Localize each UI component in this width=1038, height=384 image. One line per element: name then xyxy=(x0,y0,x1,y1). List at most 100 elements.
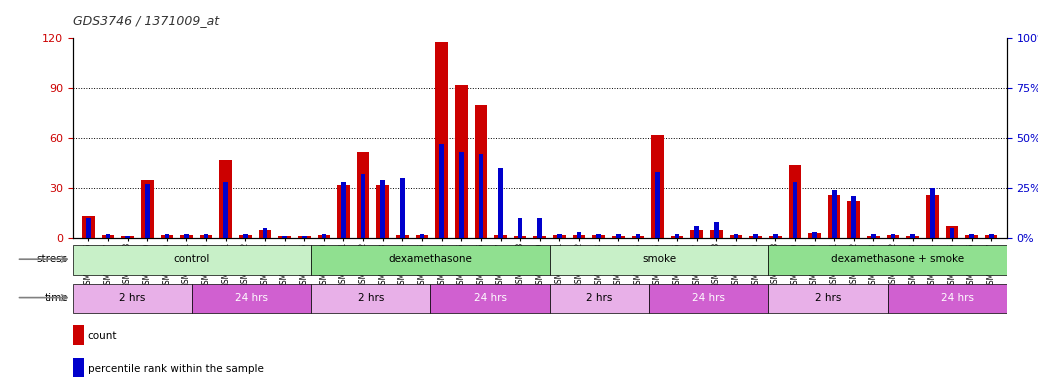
Bar xyxy=(106,234,110,238)
Text: 24 hrs: 24 hrs xyxy=(473,293,507,303)
Bar xyxy=(926,195,938,238)
Text: 2 hrs: 2 hrs xyxy=(358,293,384,303)
Text: dexamethasone + smoke: dexamethasone + smoke xyxy=(831,254,964,264)
Bar xyxy=(278,237,291,238)
Bar xyxy=(573,235,585,238)
Bar xyxy=(82,217,94,238)
Bar xyxy=(73,284,192,313)
Bar xyxy=(337,185,350,238)
Bar xyxy=(631,237,645,238)
Bar xyxy=(431,284,550,313)
Bar xyxy=(714,222,718,238)
Bar xyxy=(768,245,1027,275)
Bar xyxy=(671,237,683,238)
Bar xyxy=(203,234,209,238)
Bar xyxy=(593,235,605,238)
Bar xyxy=(965,235,978,238)
Text: control: control xyxy=(173,254,210,264)
Bar xyxy=(459,152,464,238)
Text: GDS3746 / 1371009_at: GDS3746 / 1371009_at xyxy=(73,14,219,27)
Text: count: count xyxy=(87,331,117,341)
Text: stress: stress xyxy=(37,254,69,264)
Bar xyxy=(282,236,286,238)
Bar xyxy=(906,237,919,238)
Bar xyxy=(891,234,896,238)
Bar xyxy=(419,234,425,238)
Bar xyxy=(886,235,899,238)
Bar xyxy=(616,234,621,238)
Bar xyxy=(930,188,934,238)
Bar xyxy=(192,284,311,313)
Bar xyxy=(768,284,887,313)
Bar xyxy=(141,180,154,238)
Bar xyxy=(102,235,114,238)
Bar xyxy=(557,234,562,238)
Bar xyxy=(749,237,762,238)
Bar xyxy=(596,234,601,238)
Bar xyxy=(361,174,365,238)
Bar xyxy=(263,228,268,238)
Bar xyxy=(969,234,974,238)
Bar xyxy=(769,237,782,238)
Bar xyxy=(773,234,777,238)
Text: 24 hrs: 24 hrs xyxy=(692,293,726,303)
Bar xyxy=(322,234,326,238)
Bar xyxy=(435,42,448,238)
Bar xyxy=(754,234,758,238)
Bar xyxy=(86,218,90,238)
Bar xyxy=(649,284,768,313)
Bar xyxy=(239,235,251,238)
Text: 24 hrs: 24 hrs xyxy=(940,293,974,303)
Bar xyxy=(710,230,722,238)
Bar xyxy=(311,284,431,313)
Bar xyxy=(377,185,389,238)
Text: dexamethasone: dexamethasone xyxy=(388,254,472,264)
Bar xyxy=(479,154,484,238)
Bar xyxy=(612,237,625,238)
Bar xyxy=(400,178,405,238)
Text: 24 hrs: 24 hrs xyxy=(235,293,268,303)
Bar xyxy=(73,245,311,275)
Bar xyxy=(311,245,550,275)
Bar xyxy=(73,358,84,377)
Bar xyxy=(380,180,385,238)
Bar xyxy=(514,237,526,238)
Bar xyxy=(655,172,660,238)
Bar xyxy=(318,235,330,238)
Text: 2 hrs: 2 hrs xyxy=(586,293,612,303)
Bar xyxy=(161,235,173,238)
Bar xyxy=(694,226,700,238)
Bar xyxy=(302,236,306,238)
Text: time: time xyxy=(45,293,69,303)
Bar xyxy=(828,195,841,238)
Bar xyxy=(847,202,861,238)
Bar xyxy=(474,105,487,238)
Bar xyxy=(219,160,233,238)
Bar xyxy=(357,152,370,238)
Text: 2 hrs: 2 hrs xyxy=(119,293,145,303)
Bar xyxy=(730,235,742,238)
Bar xyxy=(690,230,703,238)
Bar xyxy=(145,184,149,238)
Bar xyxy=(538,218,542,238)
Bar xyxy=(946,227,958,238)
Text: percentile rank within the sample: percentile rank within the sample xyxy=(87,364,264,374)
Bar xyxy=(550,245,768,275)
Bar xyxy=(812,232,817,238)
Bar xyxy=(950,228,954,238)
Bar xyxy=(397,235,409,238)
Bar xyxy=(494,235,507,238)
Bar xyxy=(989,234,993,238)
Bar xyxy=(200,235,213,238)
Bar xyxy=(518,218,522,238)
Bar xyxy=(651,135,663,238)
Bar xyxy=(126,236,130,238)
Bar xyxy=(887,284,1027,313)
Bar xyxy=(734,234,738,238)
Bar xyxy=(416,235,429,238)
Bar xyxy=(985,235,998,238)
Bar xyxy=(258,230,271,238)
Bar xyxy=(789,165,801,238)
Bar xyxy=(534,237,546,238)
Bar xyxy=(243,234,248,238)
